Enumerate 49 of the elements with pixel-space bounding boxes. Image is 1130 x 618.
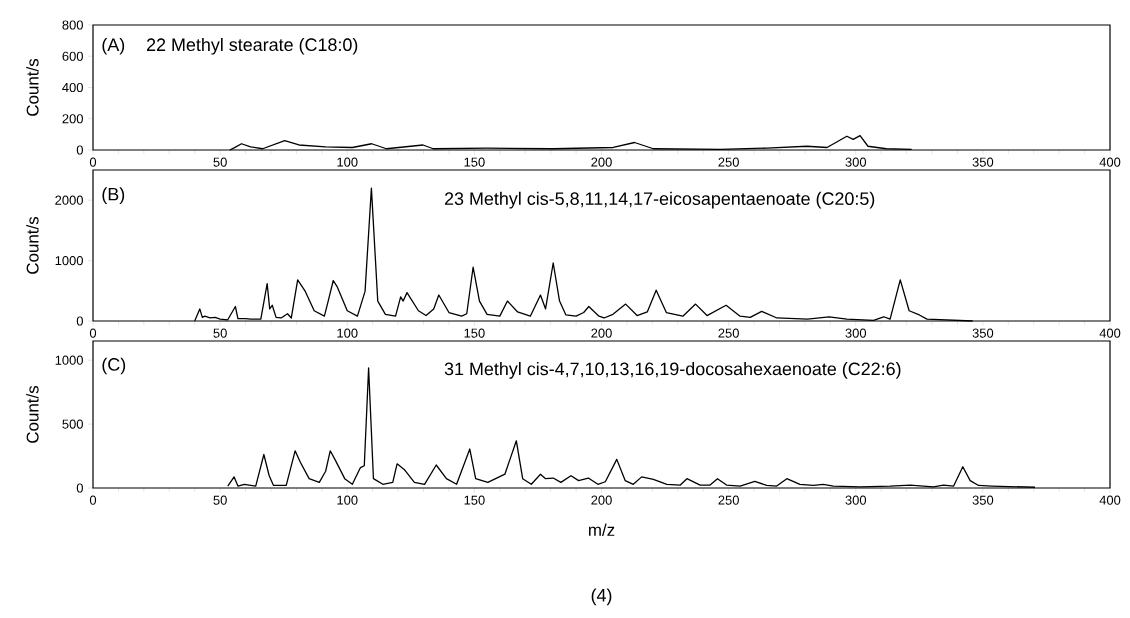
- x-tick-label: 300: [845, 157, 867, 167]
- x-tick-label: 250: [718, 495, 739, 505]
- y-tick-label: 1000: [55, 256, 83, 266]
- y-tick-label: 2000: [55, 195, 83, 205]
- annotation: (B): [102, 187, 125, 205]
- y-tick-label: 500: [62, 419, 83, 429]
- x-tick-label: 100: [337, 495, 358, 505]
- x-tick-label: 200: [591, 328, 612, 338]
- annotation: 31 Methyl cis-4,7,10,13,16,19-docosahexaenoate (C22:6): [444, 362, 901, 379]
- y-tick-label: 200: [62, 114, 83, 124]
- x-tick-label: 350: [972, 157, 994, 167]
- x-tick-label: 50: [213, 157, 227, 167]
- y-tick-label: 0: [76, 145, 83, 155]
- x-tick-label: 250: [718, 157, 739, 167]
- x-tick-label: 250: [718, 328, 739, 338]
- x-tick-label: 400: [1099, 495, 1121, 505]
- y-axis-title: Count/s: [26, 216, 39, 274]
- annotation: (A): [102, 37, 125, 55]
- y-axis-title: Count/s: [26, 58, 39, 116]
- annotation: (C): [102, 357, 126, 375]
- x-tick-label: 150: [464, 328, 485, 338]
- x-tick-label: 200: [591, 157, 612, 167]
- x-tick-label: 150: [464, 495, 485, 505]
- x-tick-label: 350: [972, 495, 994, 505]
- x-tick-label: 300: [845, 328, 867, 338]
- x-tick-label: 200: [591, 495, 612, 505]
- x-tick-label: 100: [337, 157, 358, 167]
- y-tick-label: 800: [62, 20, 83, 30]
- x-tick-label: 150: [464, 157, 485, 167]
- x-tick-label: 400: [1099, 328, 1121, 338]
- y-tick-label: 0: [76, 316, 83, 326]
- x-tick-label: 350: [972, 328, 994, 338]
- text: (4): [591, 588, 612, 606]
- x-tick-label: 400: [1099, 157, 1121, 167]
- x-tick-label: 50: [213, 495, 227, 505]
- y-axis-title: Count/s: [26, 385, 39, 443]
- y-tick-label: 0: [76, 483, 83, 493]
- x-axis-title: m/z: [588, 523, 615, 536]
- x-tick-label: 300: [845, 495, 867, 505]
- y-tick-label: 1000: [55, 355, 83, 365]
- y-tick-label: 600: [62, 51, 83, 61]
- x-tick-label: 100: [337, 328, 358, 338]
- annotation: 23 Methyl cis-5,8,11,14,17-eicosapentaenoate (C20:5): [444, 191, 875, 209]
- x-tick-label: 0: [89, 157, 97, 167]
- x-tick-label: 50: [213, 328, 227, 338]
- annotation: 22 Methyl stearate (C18:0): [146, 37, 358, 55]
- y-tick-label: 400: [62, 82, 83, 93]
- x-tick-label: 0: [89, 328, 97, 338]
- x-tick-label: 0: [89, 495, 97, 505]
